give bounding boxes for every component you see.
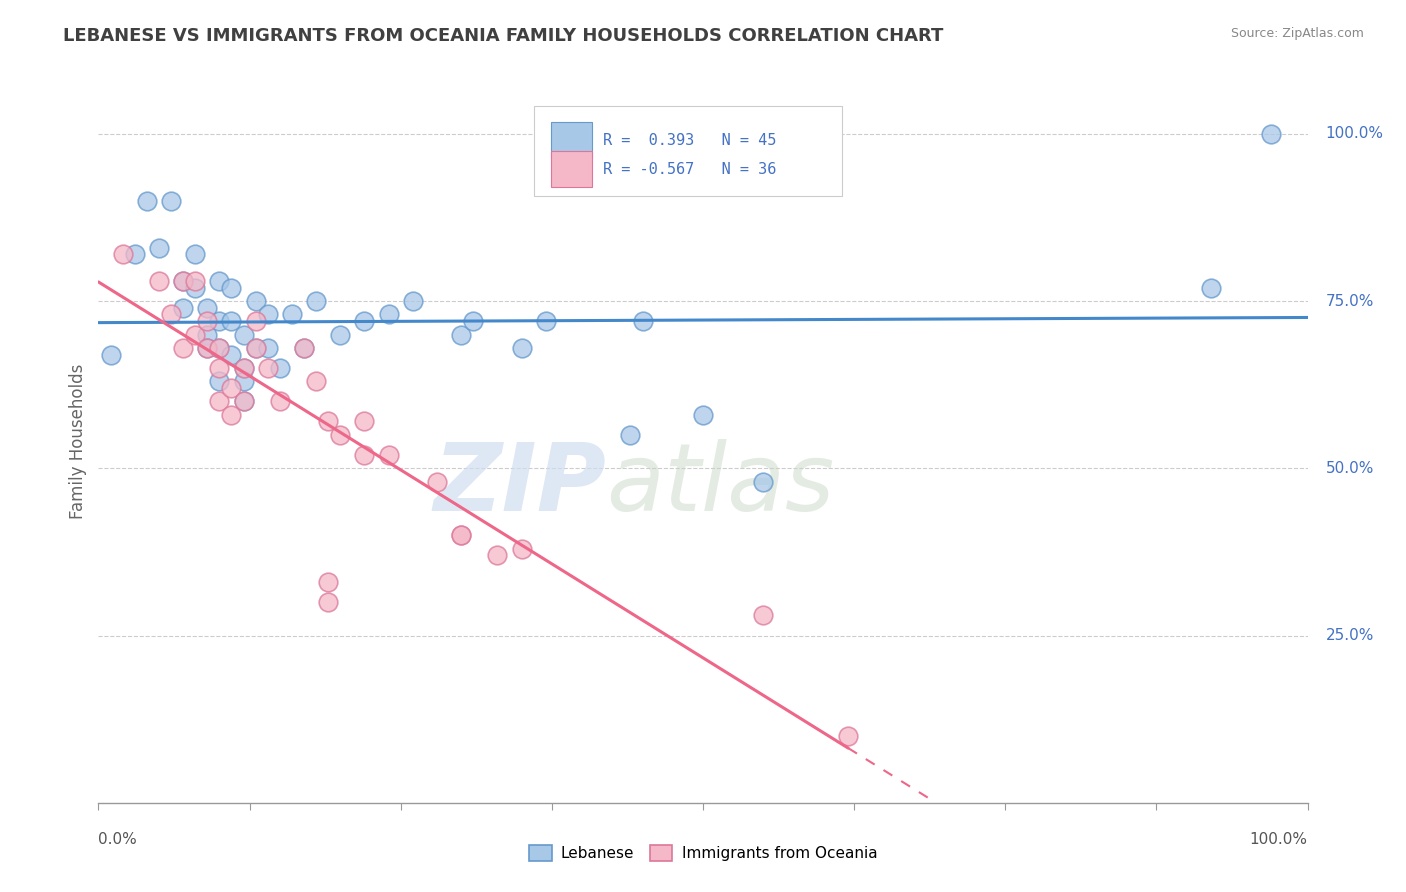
- Point: [160, 194, 183, 208]
- Point: [221, 348, 243, 362]
- Point: [450, 528, 472, 542]
- Point: [837, 729, 859, 743]
- Point: [245, 341, 267, 355]
- Point: [195, 341, 218, 355]
- Point: [208, 314, 231, 328]
- Point: [619, 427, 641, 442]
- Point: [245, 294, 267, 309]
- Point: [426, 475, 449, 489]
- Point: [184, 281, 207, 295]
- Point: [221, 381, 243, 395]
- Point: [752, 475, 775, 489]
- Point: [208, 341, 231, 355]
- Point: [232, 327, 254, 342]
- Point: [208, 375, 231, 389]
- Point: [232, 375, 254, 389]
- Point: [232, 361, 254, 376]
- Point: [232, 361, 254, 376]
- Point: [124, 247, 146, 261]
- Point: [292, 341, 315, 355]
- Point: [510, 541, 533, 556]
- Legend: Lebanese, Immigrants from Oceania: Lebanese, Immigrants from Oceania: [523, 839, 883, 867]
- Point: [148, 241, 170, 255]
- Point: [353, 314, 375, 328]
- Point: [377, 307, 399, 322]
- Point: [148, 274, 170, 288]
- Point: [100, 348, 122, 362]
- Point: [269, 394, 291, 409]
- Text: 75.0%: 75.0%: [1326, 293, 1374, 309]
- Point: [534, 314, 557, 328]
- Text: 100.0%: 100.0%: [1250, 831, 1308, 847]
- Text: LEBANESE VS IMMIGRANTS FROM OCEANIA FAMILY HOUSEHOLDS CORRELATION CHART: LEBANESE VS IMMIGRANTS FROM OCEANIA FAMI…: [63, 27, 943, 45]
- Point: [195, 301, 218, 315]
- Point: [450, 528, 472, 542]
- Point: [184, 247, 207, 261]
- Point: [208, 361, 231, 376]
- Text: 25.0%: 25.0%: [1326, 628, 1374, 643]
- Point: [305, 294, 328, 309]
- Point: [305, 375, 328, 389]
- Point: [329, 327, 352, 342]
- Point: [232, 394, 254, 409]
- Point: [195, 327, 218, 342]
- Point: [316, 414, 339, 429]
- Point: [111, 247, 134, 261]
- Text: Source: ZipAtlas.com: Source: ZipAtlas.com: [1230, 27, 1364, 40]
- Point: [160, 307, 183, 322]
- Point: [752, 608, 775, 623]
- Y-axis label: Family Households: Family Households: [69, 364, 87, 519]
- Text: R =  0.393   N = 45: R = 0.393 N = 45: [603, 133, 776, 148]
- Text: ZIP: ZIP: [433, 439, 606, 531]
- Point: [135, 194, 157, 208]
- FancyBboxPatch shape: [551, 122, 592, 158]
- Point: [329, 427, 352, 442]
- Point: [195, 314, 218, 328]
- Point: [510, 341, 533, 355]
- FancyBboxPatch shape: [551, 151, 592, 187]
- Point: [245, 314, 267, 328]
- Text: 50.0%: 50.0%: [1326, 461, 1374, 475]
- Point: [486, 548, 509, 563]
- Point: [1260, 127, 1282, 141]
- Point: [256, 341, 278, 355]
- Point: [208, 274, 231, 288]
- Point: [316, 595, 339, 609]
- Point: [172, 301, 194, 315]
- Point: [172, 274, 194, 288]
- Point: [377, 448, 399, 462]
- Point: [184, 274, 207, 288]
- Point: [172, 274, 194, 288]
- Point: [402, 294, 425, 309]
- Point: [221, 314, 243, 328]
- Point: [316, 575, 339, 590]
- Point: [208, 394, 231, 409]
- Point: [281, 307, 304, 322]
- Text: 0.0%: 0.0%: [98, 831, 138, 847]
- Point: [631, 314, 654, 328]
- Point: [195, 341, 218, 355]
- Point: [245, 341, 267, 355]
- Point: [208, 341, 231, 355]
- Text: 100.0%: 100.0%: [1326, 127, 1384, 141]
- Point: [353, 414, 375, 429]
- Point: [292, 341, 315, 355]
- FancyBboxPatch shape: [534, 105, 842, 196]
- Point: [1199, 281, 1222, 295]
- Point: [256, 307, 278, 322]
- Text: atlas: atlas: [606, 440, 835, 531]
- Point: [172, 341, 194, 355]
- Point: [184, 327, 207, 342]
- Point: [221, 281, 243, 295]
- Point: [221, 408, 243, 422]
- Point: [232, 394, 254, 409]
- Point: [692, 408, 714, 422]
- Point: [463, 314, 485, 328]
- Point: [269, 361, 291, 376]
- Text: R = -0.567   N = 36: R = -0.567 N = 36: [603, 161, 776, 177]
- Point: [353, 448, 375, 462]
- Point: [256, 361, 278, 376]
- Point: [450, 327, 472, 342]
